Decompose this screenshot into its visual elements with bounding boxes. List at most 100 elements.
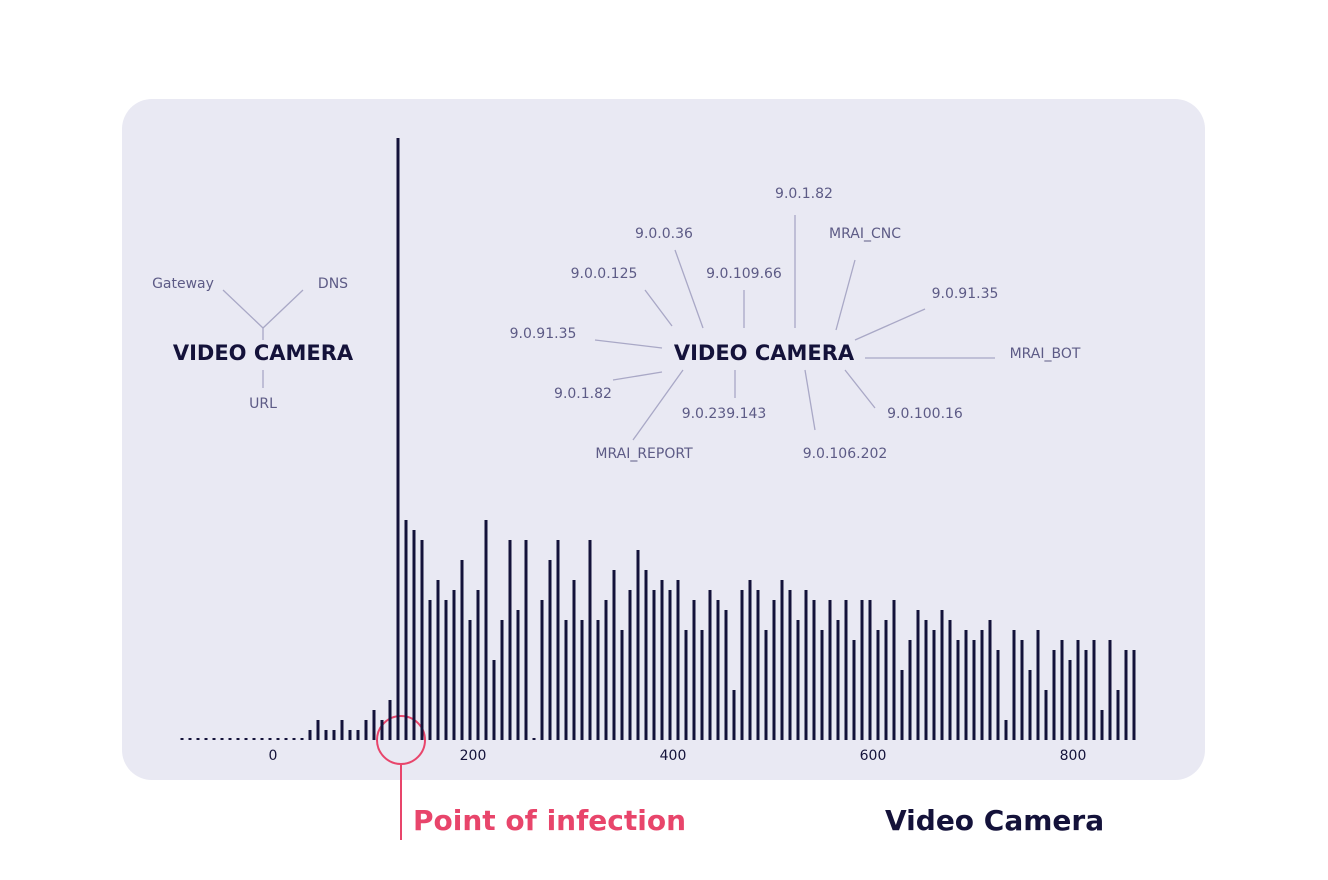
bar bbox=[364, 720, 368, 740]
bar bbox=[268, 738, 272, 740]
bar bbox=[860, 600, 864, 740]
bar bbox=[604, 600, 608, 740]
bar bbox=[500, 620, 504, 740]
bar bbox=[484, 520, 488, 740]
connector bbox=[594, 339, 663, 349]
bar bbox=[652, 590, 656, 740]
node-label: Gateway bbox=[152, 276, 214, 292]
bar bbox=[724, 610, 728, 740]
x-tick-label: 0 bbox=[269, 748, 278, 764]
bar bbox=[444, 600, 448, 740]
connector bbox=[612, 371, 663, 381]
bar bbox=[1092, 640, 1096, 740]
bar bbox=[876, 630, 880, 740]
bar bbox=[748, 580, 752, 740]
connector bbox=[262, 289, 304, 329]
bar bbox=[228, 738, 232, 740]
bar bbox=[380, 720, 384, 740]
node-label: 9.0.106.202 bbox=[803, 446, 888, 462]
bar bbox=[308, 730, 312, 740]
bar bbox=[460, 560, 464, 740]
bar bbox=[780, 580, 784, 740]
x-tick-label: 400 bbox=[660, 748, 687, 764]
bar bbox=[1052, 650, 1056, 740]
bar bbox=[1036, 630, 1040, 740]
bar bbox=[772, 600, 776, 740]
bar bbox=[852, 640, 856, 740]
bar bbox=[252, 738, 256, 740]
bar bbox=[1116, 690, 1120, 740]
bar bbox=[924, 620, 928, 740]
bar bbox=[596, 620, 600, 740]
bar bbox=[556, 540, 560, 740]
bar bbox=[612, 570, 616, 740]
bar bbox=[828, 600, 832, 740]
node-label: 9.0.91.35 bbox=[510, 326, 577, 342]
bar bbox=[892, 600, 896, 740]
bar bbox=[988, 620, 992, 740]
bar bbox=[620, 630, 624, 740]
bar bbox=[524, 540, 528, 740]
bar bbox=[996, 650, 1000, 740]
bar bbox=[900, 670, 904, 740]
bar bbox=[540, 600, 544, 740]
bar bbox=[196, 738, 200, 740]
node-center: VIDEO CAMERA bbox=[674, 341, 855, 365]
bar bbox=[284, 738, 288, 740]
bar bbox=[1060, 640, 1064, 740]
bar bbox=[220, 738, 224, 740]
bar bbox=[300, 738, 304, 740]
bar bbox=[476, 590, 480, 740]
x-tick-label: 200 bbox=[460, 748, 487, 764]
bar bbox=[292, 738, 296, 740]
bar bbox=[884, 620, 888, 740]
bar bbox=[1076, 640, 1080, 740]
connector bbox=[644, 289, 673, 327]
connector bbox=[844, 369, 876, 409]
bar bbox=[1012, 630, 1016, 740]
infection-marker bbox=[376, 715, 426, 765]
bar bbox=[644, 570, 648, 740]
bar bbox=[1132, 650, 1136, 740]
bar bbox=[956, 640, 960, 740]
bar bbox=[1028, 670, 1032, 740]
node-label: 9.0.239.143 bbox=[682, 406, 767, 422]
node-label: 9.0.109.66 bbox=[706, 266, 782, 282]
bar bbox=[1068, 660, 1072, 740]
bar bbox=[908, 640, 912, 740]
bar bbox=[332, 730, 336, 740]
bar bbox=[708, 590, 712, 740]
bar bbox=[1100, 710, 1104, 740]
connector bbox=[804, 369, 816, 431]
bar bbox=[692, 600, 696, 740]
bar bbox=[468, 620, 472, 740]
bar bbox=[236, 738, 240, 740]
connector bbox=[835, 259, 856, 331]
bar bbox=[844, 600, 848, 740]
bar bbox=[356, 730, 360, 740]
bar bbox=[420, 540, 424, 740]
bar bbox=[980, 630, 984, 740]
bar bbox=[740, 590, 744, 740]
bar bbox=[212, 738, 216, 740]
connector bbox=[632, 369, 684, 441]
bar bbox=[1124, 650, 1128, 740]
bar bbox=[1084, 650, 1088, 740]
bar bbox=[412, 530, 416, 740]
infection-label: Point of infection bbox=[413, 804, 686, 837]
bar bbox=[916, 610, 920, 740]
bar bbox=[508, 540, 512, 740]
bar bbox=[1004, 720, 1008, 740]
bar bbox=[180, 738, 184, 740]
bar bbox=[932, 630, 936, 740]
bar bbox=[756, 590, 760, 740]
bar bbox=[764, 630, 768, 740]
x-tick-label: 600 bbox=[860, 748, 887, 764]
bar bbox=[1108, 640, 1112, 740]
node-label: 9.0.0.36 bbox=[635, 226, 693, 242]
bar bbox=[812, 600, 816, 740]
bar bbox=[340, 720, 344, 740]
node-label: 9.0.0.125 bbox=[571, 266, 638, 282]
bar bbox=[628, 590, 632, 740]
